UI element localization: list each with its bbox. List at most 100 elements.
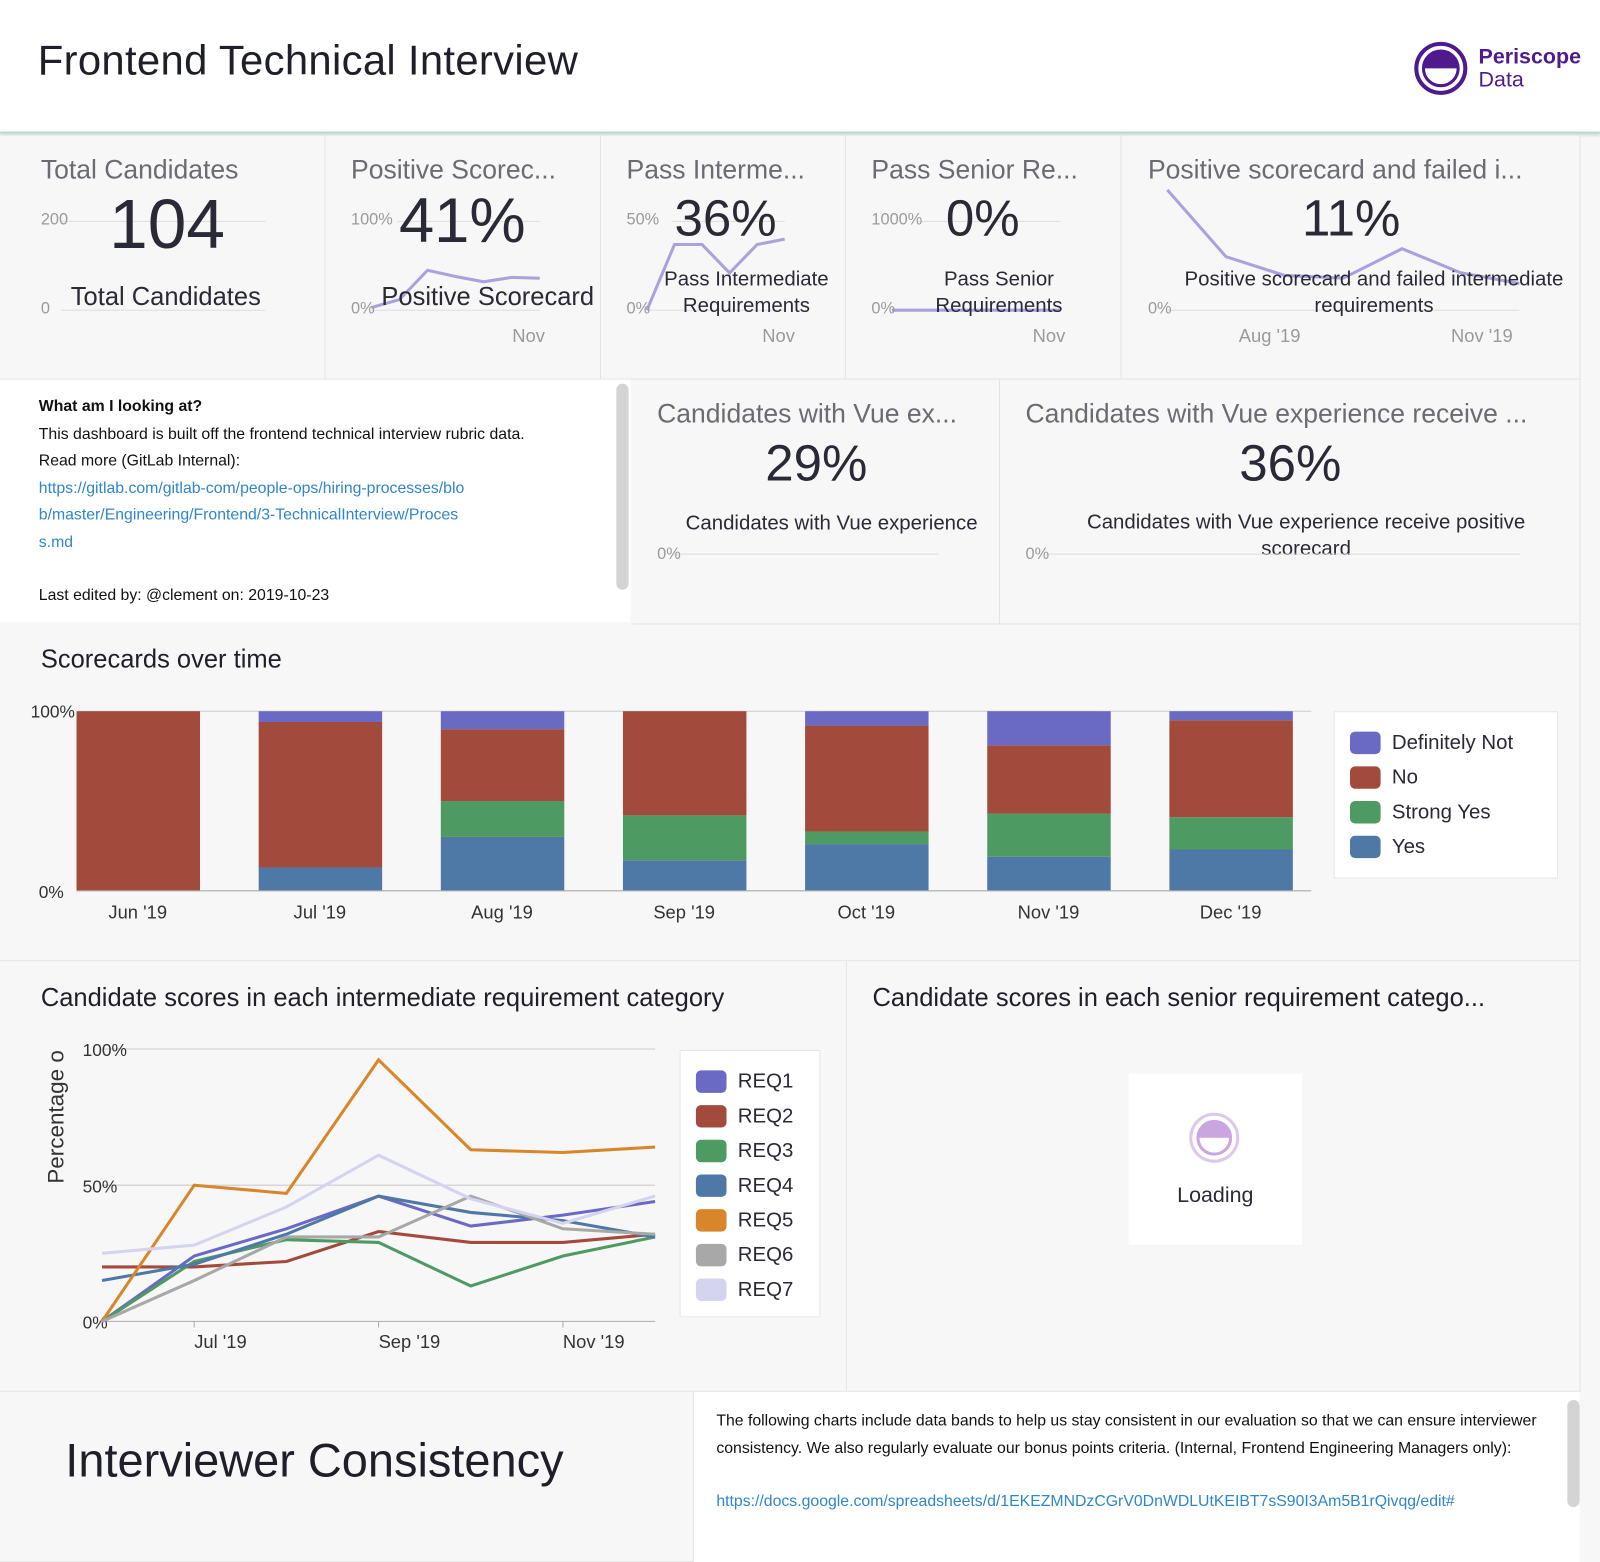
kpi-positive-scorecard[interactable]: Positive Scorec... 100% 0% Nov 41% Posit… [325,135,602,380]
bar-segment-no [258,721,383,868]
kpi-title: Pass Interme... [626,154,805,185]
kpi-sparkline [1166,188,1520,311]
axis-bottom-label: 0 [40,299,50,318]
bar-segment-strong-yes [805,831,929,845]
legend-swatch [1349,731,1381,755]
legend-swatch [695,1105,727,1128]
y-axis-label: Percentage o [43,1050,68,1183]
kpi-label: Pass Intermediate Requirements [664,268,829,318]
chart-title: Scorecards over time [40,644,282,674]
bar-segment-yes [440,836,565,891]
bar-segment-strong-yes [1169,817,1293,850]
axis-bottom-label: 0% [871,299,896,318]
bar-segment-strong-yes [440,801,565,837]
x-tick-label: Jul '19 [194,1331,247,1352]
bar-segment-strong-yes [622,815,747,861]
legend-swatch [1349,801,1381,824]
axis-top-label: 100% [351,211,393,229]
kpi-pass-senior[interactable]: Pass Senior Re... 1000% 0% Nov 0% Pass S… [845,135,1122,380]
legend-item[interactable]: REQ4 [695,1173,793,1197]
kpi-value: 36% [674,189,777,247]
legend-label: No [1391,765,1418,789]
bar-segment-no [440,729,565,802]
bar-segment-no [622,711,747,816]
kpi-value: 29% [765,434,868,492]
bar-segment-definitely-not [1169,711,1293,721]
kpi-title: Pass Senior Re... [871,154,1078,185]
kpi-title: Candidates with Vue ex... [657,397,958,429]
dashboard-title: Frontend Technical Interview [37,36,579,84]
legend-swatch [695,1278,727,1302]
legend-item[interactable]: REQ5 [695,1208,793,1232]
x-tick-label: Jun '19 [108,901,167,922]
bar-segment-no [805,725,929,832]
interviewer-consistency-header: Interviewer Consistency [0,1391,694,1562]
y-tick-label: 0% [83,1313,108,1333]
axis-bottom-label: 0% [351,299,375,318]
kpi-value: 104 [109,185,225,264]
x-tick-label: Sep '19 [653,901,715,922]
legend-item[interactable]: REQ2 [695,1104,793,1128]
kpi-value: 0% [945,189,1020,247]
legend-swatch [695,1243,727,1267]
axis-top-label: 1000% [871,211,923,229]
periscope-logo-icon [1414,41,1468,95]
legend-item[interactable]: REQ1 [695,1069,793,1093]
axis-bottom-label: 0% [1147,299,1172,318]
senior-scores-panel[interactable]: Candidate scores in each senior requirem… [846,961,1581,1392]
legend-swatch [1349,766,1381,789]
kpi-sparkline [891,220,1061,312]
bar-segment-strong-yes [987,813,1111,857]
x-tick-label: Nov '19 [1451,325,1513,346]
kpi-gridline [1045,553,1521,555]
consistency-panel-scrollbar[interactable] [1567,1399,1580,1508]
legend-item[interactable]: REQ6 [695,1243,793,1267]
periscope-logo: Periscope Data [1413,41,1597,98]
legend-item[interactable]: No [1349,765,1418,789]
stacked-bar-chart: Jun '19 Jul '19 Aug '19 Sep '19 Oct '19 Nov '… [76,710,1312,922]
kpi-label: Positive Scorecard [381,282,595,312]
logo-text-data: Data [1478,68,1524,92]
section-title: Interviewer Consistency [65,1433,564,1487]
note-heading: What am I looking at? [38,397,203,416]
kpi-gridlines [61,220,266,311]
legend-swatch [1349,835,1381,859]
legend-label: Definitely Not [1391,731,1514,754]
process-doc-link[interactable]: https://gitlab.com/gitlab-com/people-ops… [38,479,465,551]
kpi-vue-positive-scorecard[interactable]: Candidates with Vue experience receive .… [999,379,1581,625]
axis-top-label: 50% [626,211,660,229]
kpi-title: Positive Scorec... [351,154,556,185]
info-panel-scrollbar[interactable] [616,383,629,590]
bar-segment-no [987,745,1111,814]
legend-swatch [695,1070,727,1093]
legend-item[interactable]: REQ3 [695,1139,793,1163]
x-tick-label: Nov [1032,325,1066,346]
scorecards-over-time-panel[interactable]: Scorecards over time Jun '19 Jul '19 Aug '… [0,624,1581,962]
line-chart: 0% 50% 100% Percentage o Jul '19 Sep '19 Nov '… [43,1040,656,1352]
legend-item[interactable]: Strong Yes [1349,800,1491,824]
kpi-title: Total Candidates [40,154,239,185]
intermediate-scores-panel[interactable]: Candidate scores in each intermediate re… [0,961,847,1392]
consistency-text-panel: The following charts include data bands … [693,1391,1580,1562]
kpi-positive-failed-intermediate[interactable]: Positive scorecard and failed i... 0% Au… [1121,135,1581,380]
note-last-edited: Last edited by: @clement on: 2019-10-23 [38,586,330,605]
legend-item[interactable]: Definitely Not [1349,731,1514,755]
legend-label: Strong Yes [1391,800,1491,823]
kpi-label: Pass Senior Requirements [935,268,1063,318]
consistency-sheet-link[interactable]: https://docs.google.com/spreadsheets/d/1… [716,1492,1455,1511]
bar-segment-no [1169,720,1293,818]
bar-segment-definitely-not [987,711,1111,746]
kpi-pass-intermediate[interactable]: Pass Interme... 50% 0% Nov 36% Pass Inte… [601,135,846,380]
kpi-vue-experience[interactable]: Candidates with Vue ex... 29% Candidates… [632,379,1000,625]
bar-segment-yes [1169,849,1293,891]
legend-item[interactable]: REQ7 [695,1278,793,1302]
axis-bottom-label: 0% [1025,545,1050,564]
bar-segment-yes [805,844,929,891]
kpi-total-candidates[interactable]: Total Candidates 200 0 104 Total Candida… [0,135,326,380]
line-series-req3 [101,1235,656,1323]
kpi-label: Candidates with Vue experience [685,512,978,535]
x-tick-label: Nov '19 [1018,901,1080,922]
x-tick-label: Oct '19 [838,901,896,922]
loading-spinner-icon [1189,1112,1240,1163]
legend-item[interactable]: Yes [1349,835,1425,859]
